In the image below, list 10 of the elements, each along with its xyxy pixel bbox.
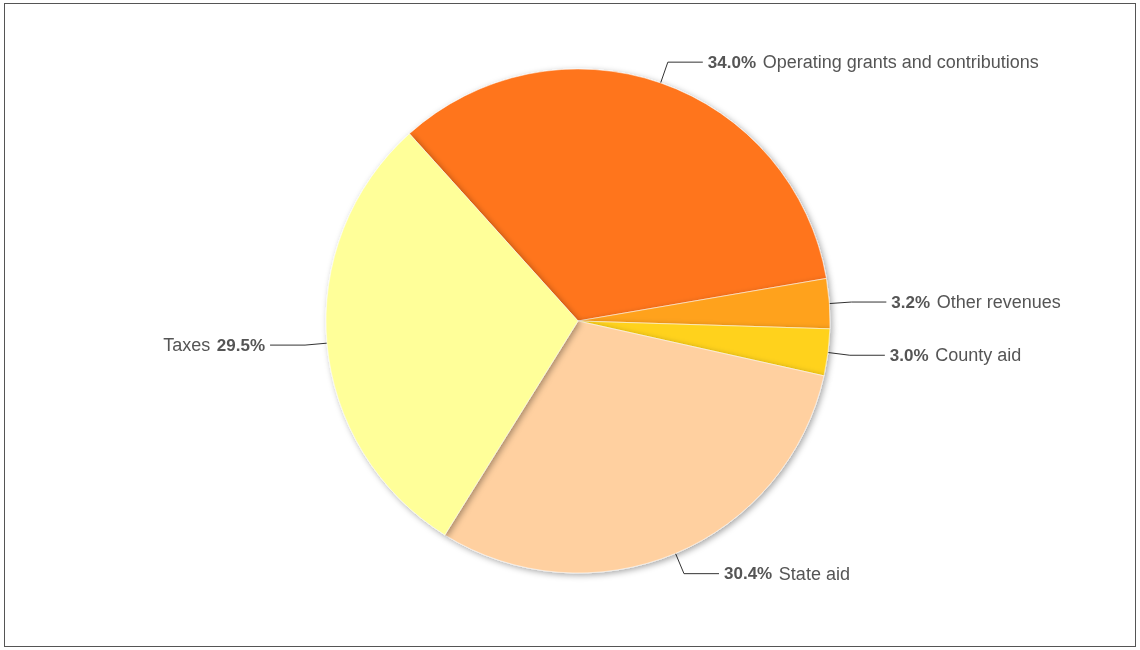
data-label: 30.4%: [724, 564, 773, 584]
slice-label: State aid: [778, 563, 850, 584]
slice-label: County aid: [935, 345, 1022, 366]
slice-label: Other revenues: [936, 292, 1061, 313]
slice-label: Operating grants and contributions: [762, 52, 1039, 73]
data-label: 3.0%: [889, 345, 929, 365]
data-label: 34.0%: [707, 52, 757, 72]
data-label: 29.5%: [216, 335, 266, 355]
data-label: 3.2%: [891, 292, 931, 312]
slice-label: Taxes: [163, 335, 211, 356]
